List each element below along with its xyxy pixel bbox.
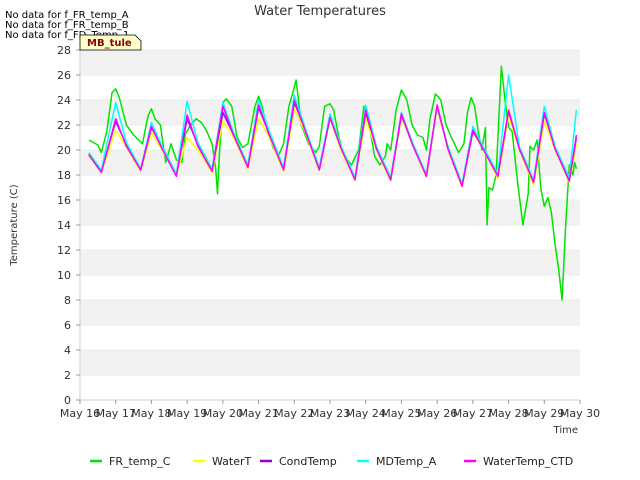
y-tick-label: 22 (57, 119, 71, 132)
no-data-message-3: No data for f_FD_Temp_1 (5, 30, 129, 41)
y-tick-label: 24 (57, 94, 71, 107)
y-tick-label: 2 (64, 369, 71, 382)
chart-title: Water Temperatures (254, 4, 386, 19)
legend-label: WaterT (212, 455, 252, 468)
x-tick-label: May 20 (203, 407, 243, 420)
series-line-mdtemp-a (88, 74, 578, 185)
y-tick-label: 8 (64, 294, 71, 307)
no-data-message-2: No data for f_FR_temp_B (5, 20, 129, 31)
y-tick-label: 26 (57, 69, 71, 82)
x-tick-label: May 28 (488, 407, 528, 420)
site-tag-box (79, 34, 142, 51)
series-line-watertemp-ctd (88, 99, 578, 187)
y-axis-label: Temperature (C) (9, 184, 20, 266)
x-tick-label: May 25 (381, 407, 421, 420)
grid-band (80, 250, 580, 275)
plot-background (80, 50, 580, 400)
site-tag: MB_tule (79, 34, 142, 51)
grid-band (80, 300, 580, 325)
x-tick-label: May 17 (96, 407, 136, 420)
x-tick-label: May 24 (346, 407, 386, 420)
x-tick-label: May 22 (274, 407, 314, 420)
y-tick-label: 20 (57, 144, 71, 157)
y-tick-label: 16 (57, 194, 71, 207)
legend-label: WaterTemp_CTD (483, 455, 573, 468)
legend-label: CondTemp (279, 455, 337, 468)
y-tick-label: 4 (64, 344, 71, 357)
grid-band (80, 150, 580, 175)
grid-lines (80, 49, 580, 401)
y-tick-label: 18 (57, 169, 71, 182)
x-tick-label: May 23 (310, 407, 350, 420)
x-tick-label: May 26 (417, 407, 457, 420)
site-tag-label: MB_tule (87, 38, 132, 49)
no-data-message-1: No data for f_FR_temp_A (5, 10, 129, 21)
legend-label: FR_temp_C (109, 455, 171, 468)
x-axis-label: Time (553, 425, 578, 436)
x-tick-label: May 30 (560, 407, 600, 420)
x-tick-label: May 16 (60, 407, 100, 420)
series-lines (88, 65, 578, 301)
legend: FR_temp_C WaterT CondTemp MDTemp_A WaterTemp… (90, 455, 573, 468)
legend-label: MDTemp_A (376, 455, 437, 468)
y-tick-label: 10 (57, 269, 71, 282)
y-tick-label: 12 (57, 244, 71, 257)
y-tick-label: 6 (64, 319, 71, 332)
x-tick-label: May 27 (453, 407, 493, 420)
x-tick-label: May 19 (167, 407, 207, 420)
y-tick-label: 28 (57, 44, 71, 57)
y-tick-label: 14 (57, 219, 71, 232)
grid-band (80, 50, 580, 75)
grid-band (80, 200, 580, 225)
x-tick-label: May 21 (238, 407, 278, 420)
grid-band (80, 350, 580, 375)
y-tick-label: 0 (64, 394, 71, 407)
x-tick-label: May 18 (131, 407, 171, 420)
x-tick-label: May 29 (524, 407, 564, 420)
